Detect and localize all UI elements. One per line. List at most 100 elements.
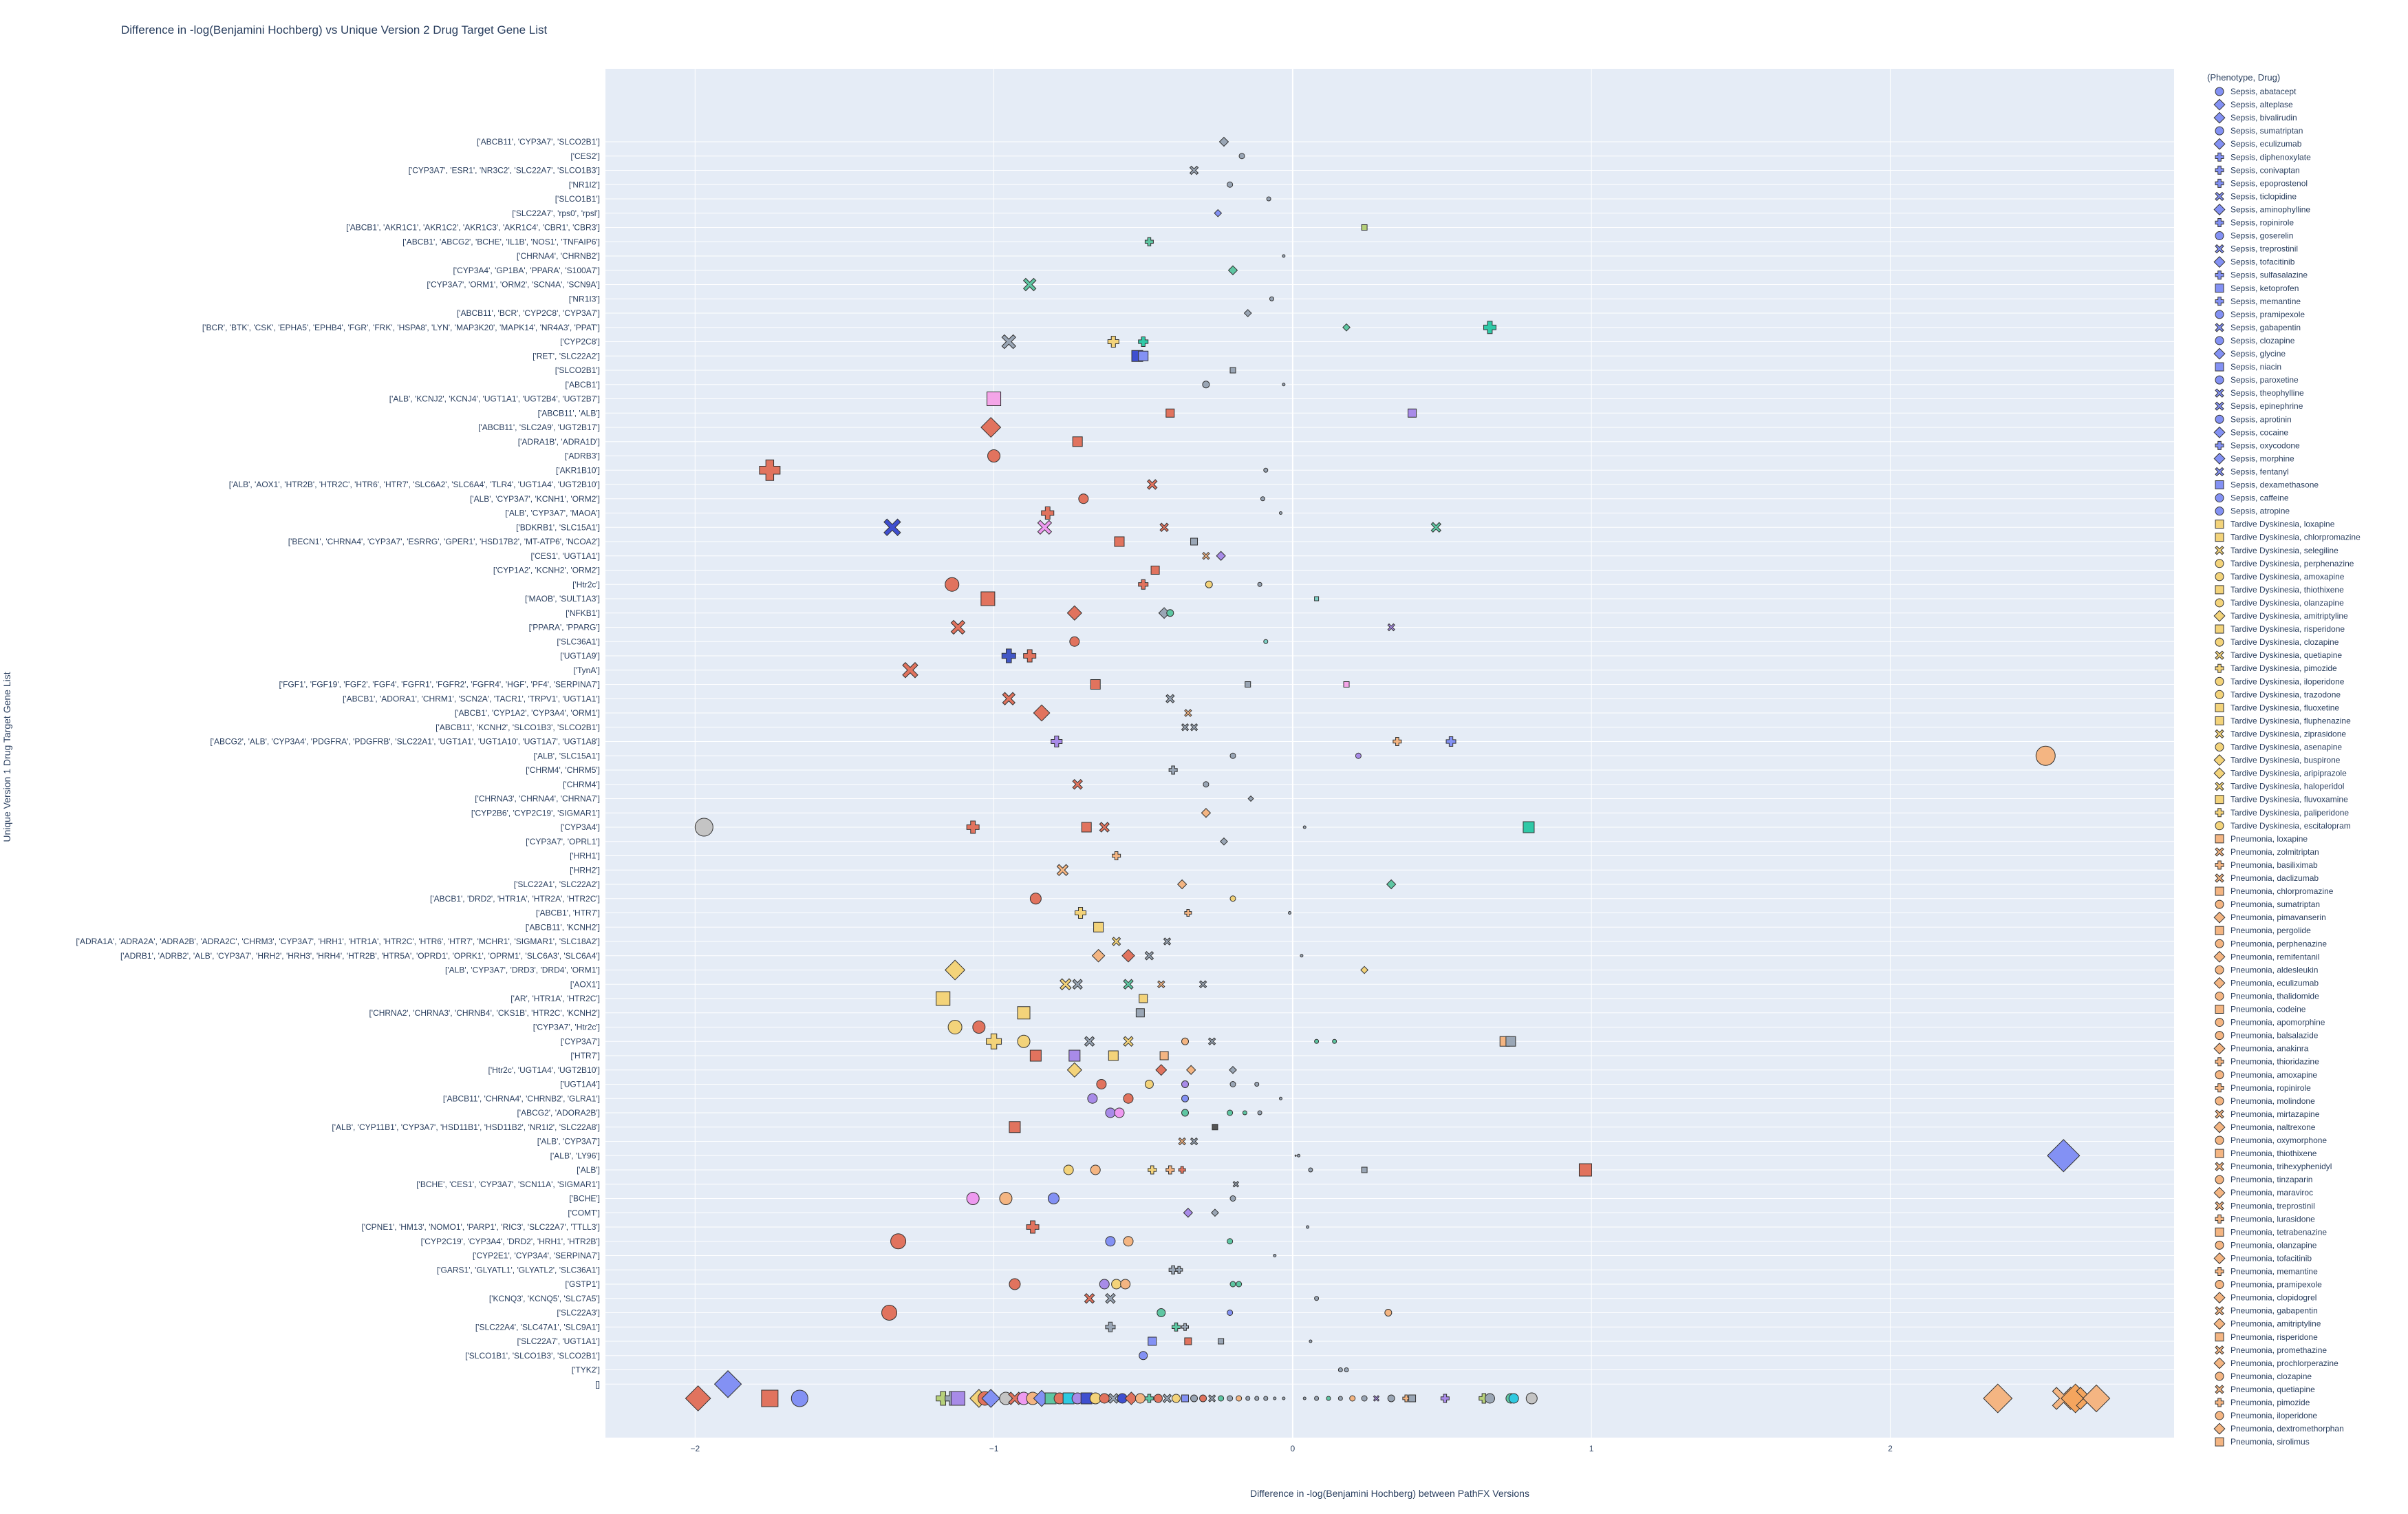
- legend-item[interactable]: Tardive Dyskinesia, fluphenazine: [2230, 716, 2351, 725]
- legend-item[interactable]: Pneumonia, ropinirole: [2230, 1083, 2311, 1093]
- legend-item[interactable]: Pneumonia, sirolimus: [2230, 1437, 2310, 1447]
- legend-item[interactable]: Tardive Dyskinesia, risperidone: [2230, 624, 2345, 634]
- legend-item[interactable]: Sepsis, conivaptan: [2230, 165, 2300, 175]
- legend-item[interactable]: Pneumonia, gabapentin: [2230, 1306, 2318, 1316]
- legend-item[interactable]: Sepsis, bivalirudin: [2230, 113, 2297, 122]
- legend-item[interactable]: Pneumonia, tinzaparin: [2230, 1175, 2312, 1184]
- legend-item[interactable]: Sepsis, ropinirole: [2230, 218, 2294, 228]
- legend-item[interactable]: Sepsis, atropine: [2230, 507, 2290, 516]
- legend-item[interactable]: Pneumonia, prochlorperazine: [2230, 1358, 2339, 1368]
- legend-item[interactable]: Tardive Dyskinesia, trazodone: [2230, 690, 2341, 699]
- legend-item[interactable]: Tardive Dyskinesia, pimozide: [2230, 663, 2337, 673]
- legend-item[interactable]: Pneumonia, pimavanserin: [2230, 913, 2326, 922]
- legend-item[interactable]: Sepsis, sumatriptan: [2230, 126, 2303, 136]
- legend-item[interactable]: Pneumonia, amoxapine: [2230, 1070, 2317, 1080]
- legend-item[interactable]: Pneumonia, quetiapine: [2230, 1385, 2315, 1394]
- legend-item[interactable]: Sepsis, ketoprofen: [2230, 284, 2299, 293]
- legend-item[interactable]: Pneumonia, anakinra: [2230, 1044, 2309, 1054]
- legend-item[interactable]: Pneumonia, thalidomide: [2230, 991, 2319, 1001]
- legend-item[interactable]: Pneumonia, maraviroc: [2230, 1188, 2313, 1197]
- legend-item[interactable]: Pneumonia, oxymorphone: [2230, 1136, 2327, 1145]
- legend-item[interactable]: Pneumonia, molindone: [2230, 1096, 2315, 1106]
- legend-item[interactable]: Sepsis, paroxetine: [2230, 375, 2299, 385]
- legend-item[interactable]: Pneumonia, basiliximab: [2230, 860, 2318, 870]
- legend-item[interactable]: Pneumonia, olanzapine: [2230, 1240, 2317, 1250]
- legend-item[interactable]: Sepsis, alteplase: [2230, 100, 2293, 109]
- legend-item[interactable]: Sepsis, sulfasalazine: [2230, 270, 2308, 280]
- legend-item[interactable]: Pneumonia, trihexyphenidyl: [2230, 1162, 2332, 1171]
- legend-item[interactable]: Sepsis, abatacept: [2230, 87, 2297, 96]
- legend-item[interactable]: Pneumonia, remifentanil: [2230, 952, 2319, 961]
- legend-item[interactable]: Sepsis, gabapentin: [2230, 323, 2301, 332]
- legend-item[interactable]: Pneumonia, clopidogrel: [2230, 1293, 2316, 1303]
- legend-item[interactable]: Pneumonia, clozapine: [2230, 1372, 2312, 1381]
- legend-item[interactable]: Pneumonia, daclizumab: [2230, 873, 2319, 883]
- legend-item[interactable]: Pneumonia, tetrabenazine: [2230, 1227, 2327, 1237]
- legend-item[interactable]: Sepsis, aprotinin: [2230, 414, 2292, 424]
- legend-item[interactable]: Tardive Dyskinesia, selegiline: [2230, 546, 2339, 555]
- legend-item[interactable]: Tardive Dyskinesia, quetiapine: [2230, 650, 2342, 660]
- legend-item[interactable]: Pneumonia, perphenazine: [2230, 939, 2327, 948]
- legend-item[interactable]: Sepsis, theophylline: [2230, 388, 2304, 398]
- legend-item[interactable]: Pneumonia, aldesleukin: [2230, 965, 2318, 974]
- legend-item[interactable]: Pneumonia, treprostinil: [2230, 1201, 2315, 1211]
- legend-item[interactable]: Sepsis, caffeine: [2230, 493, 2289, 503]
- legend-item[interactable]: Pneumonia, thioridazine: [2230, 1057, 2319, 1067]
- legend-item[interactable]: Pneumonia, memantine: [2230, 1267, 2318, 1277]
- legend-item[interactable]: Pneumonia, pimozide: [2230, 1398, 2310, 1407]
- legend-item[interactable]: Sepsis, clozapine: [2230, 336, 2295, 345]
- legend-item[interactable]: Tardive Dyskinesia, escitalopram: [2230, 821, 2351, 831]
- legend-item[interactable]: Pneumonia, balsalazide: [2230, 1031, 2319, 1041]
- legend-item[interactable]: Tardive Dyskinesia, buspirone: [2230, 756, 2341, 765]
- legend-item[interactable]: Tardive Dyskinesia, asenapine: [2230, 743, 2342, 752]
- legend-item[interactable]: Sepsis, fentanyl: [2230, 467, 2289, 476]
- legend-item[interactable]: Pneumonia, eculizumab: [2230, 978, 2319, 988]
- legend-item[interactable]: Sepsis, diphenoxylate: [2230, 152, 2311, 162]
- legend-item[interactable]: Tardive Dyskinesia, fluoxetine: [2230, 703, 2339, 712]
- legend-item[interactable]: Pneumonia, lurasidone: [2230, 1214, 2315, 1224]
- legend-item[interactable]: Tardive Dyskinesia, haloperidol: [2230, 782, 2344, 791]
- legend-item[interactable]: Sepsis, ticlopidine: [2230, 191, 2297, 201]
- legend-item[interactable]: Sepsis, goserelin: [2230, 231, 2293, 241]
- legend-item[interactable]: Pneumonia, apomorphine: [2230, 1018, 2325, 1027]
- legend-item[interactable]: Sepsis, memantine: [2230, 297, 2301, 306]
- legend-item[interactable]: Pneumonia, mirtazapine: [2230, 1109, 2320, 1119]
- legend-item[interactable]: Sepsis, cocaine: [2230, 427, 2288, 437]
- legend-item[interactable]: Tardive Dyskinesia, aripiprazole: [2230, 769, 2347, 778]
- legend-item[interactable]: Sepsis, aminophylline: [2230, 204, 2310, 214]
- legend-item[interactable]: Pneumonia, chlorpromazine: [2230, 886, 2334, 896]
- legend-item[interactable]: Sepsis, oxycodone: [2230, 440, 2300, 450]
- legend-item[interactable]: Tardive Dyskinesia, iloperidone: [2230, 676, 2345, 686]
- legend-item[interactable]: Sepsis, epinephrine: [2230, 401, 2303, 411]
- legend-item[interactable]: Sepsis, glycine: [2230, 349, 2286, 359]
- legend-item[interactable]: Sepsis, eculizumab: [2230, 139, 2302, 149]
- legend-item[interactable]: Pneumonia, iloperidone: [2230, 1411, 2317, 1420]
- legend-item[interactable]: Sepsis, dexamethasone: [2230, 480, 2319, 490]
- legend-item[interactable]: Tardive Dyskinesia, chlorpromazine: [2230, 533, 2361, 542]
- legend-item[interactable]: Pneumonia, naltrexone: [2230, 1122, 2316, 1132]
- legend-item[interactable]: Sepsis, treprostinil: [2230, 244, 2298, 254]
- legend-item[interactable]: Pneumonia, codeine: [2230, 1005, 2306, 1014]
- legend-item[interactable]: Tardive Dyskinesia, clozapine: [2230, 637, 2339, 647]
- legend-item[interactable]: Tardive Dyskinesia, amitriptyline: [2230, 611, 2348, 621]
- legend-item[interactable]: Pneumonia, promethazine: [2230, 1345, 2327, 1355]
- legend-item[interactable]: Pneumonia, pramipexole: [2230, 1280, 2322, 1290]
- legend-item[interactable]: Sepsis, tofacitinib: [2230, 257, 2295, 267]
- legend-item[interactable]: Pneumonia, pergolide: [2230, 926, 2311, 935]
- legend-item[interactable]: Tardive Dyskinesia, paliperidone: [2230, 808, 2349, 818]
- legend-item[interactable]: Sepsis, pramipexole: [2230, 310, 2305, 319]
- legend-item[interactable]: Tardive Dyskinesia, thiothixene: [2230, 585, 2344, 595]
- legend-item[interactable]: Pneumonia, amitriptyline: [2230, 1319, 2321, 1329]
- legend-item[interactable]: Tardive Dyskinesia, fluvoxamine: [2230, 795, 2348, 804]
- legend-item[interactable]: Pneumonia, risperidone: [2230, 1332, 2318, 1342]
- legend-item[interactable]: Tardive Dyskinesia, olanzapine: [2230, 598, 2344, 608]
- legend-item[interactable]: Pneumonia, thiothixene: [2230, 1149, 2317, 1158]
- legend-item[interactable]: Sepsis, epoprostenol: [2230, 178, 2308, 188]
- legend-item[interactable]: Tardive Dyskinesia, ziprasidone: [2230, 729, 2346, 738]
- legend-item[interactable]: Tardive Dyskinesia, perphenazine: [2230, 559, 2354, 568]
- legend-item[interactable]: Pneumonia, sumatriptan: [2230, 899, 2320, 909]
- legend-item[interactable]: Tardive Dyskinesia, amoxapine: [2230, 572, 2345, 582]
- legend-item[interactable]: Pneumonia, loxapine: [2230, 834, 2308, 844]
- legend-item[interactable]: Pneumonia, zolmitriptan: [2230, 847, 2319, 857]
- legend-item[interactable]: Sepsis, morphine: [2230, 454, 2294, 463]
